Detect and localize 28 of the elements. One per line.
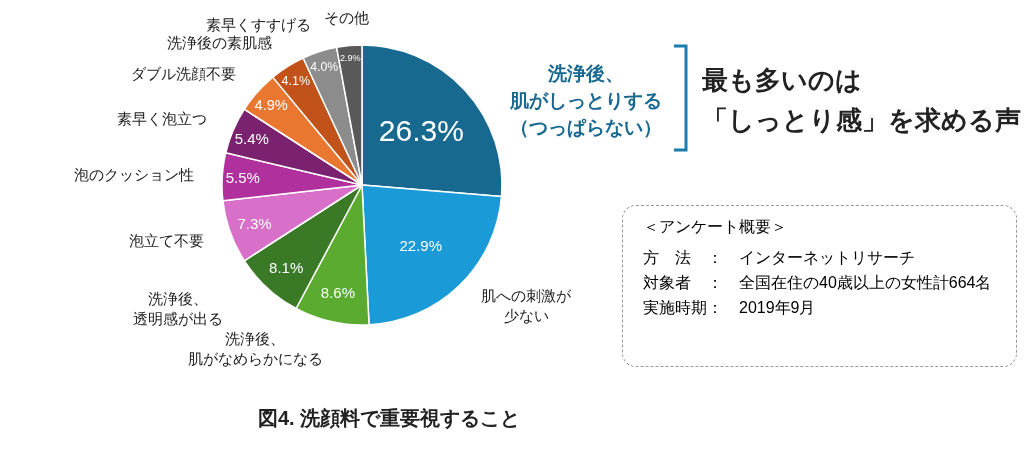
data-label: 5.4%: [234, 129, 269, 147]
data-label: 5.5%: [225, 169, 260, 187]
data-label: 4.9%: [254, 96, 288, 113]
slice-label: 素早く泡立つ: [117, 109, 208, 130]
slice-label: 洗浄後、肌がなめらかになる: [186, 328, 324, 369]
slice-label: 泡のクッション性: [74, 164, 195, 185]
slice-label: 洗浄後、肌がしっとりする（つっぱらない）: [509, 61, 663, 140]
data-label: 8.1%: [269, 258, 304, 276]
text: 図4. 洗顔料で重要視すること: [257, 407, 521, 431]
text: ＜アンケート概要＞: [643, 217, 788, 237]
slice-label: ダブル洗顔不要: [131, 63, 237, 84]
data-label: 4.0%: [310, 59, 339, 74]
slice-label: その他: [324, 7, 370, 28]
text: 最も多いのは「しっとり感」を求める声: [702, 64, 1022, 137]
text: 対象者 ： 全国在住の40歳以上の女性計664名: [643, 273, 993, 293]
data-label: 8.6%: [320, 284, 355, 302]
data-label: 22.9%: [399, 237, 442, 255]
slice-label: 泡立て不要: [128, 231, 204, 252]
data-label: 7.3%: [237, 214, 272, 232]
data-label: 4.1%: [281, 73, 311, 88]
slice-label: 素早くすすげる: [206, 14, 312, 35]
slice-label: 洗浄後の素肌感: [167, 33, 273, 53]
data-label: 26.3%: [378, 113, 464, 147]
data-label: 2.9%: [339, 52, 361, 63]
text: 方 法 ： インターネットリサーチ: [643, 248, 916, 268]
text: 実施時期： 2019年9月: [643, 298, 817, 318]
slice-label: 洗浄後、透明感が出る: [132, 288, 225, 329]
slice-label: 肌への刺激が少ない: [480, 285, 573, 326]
